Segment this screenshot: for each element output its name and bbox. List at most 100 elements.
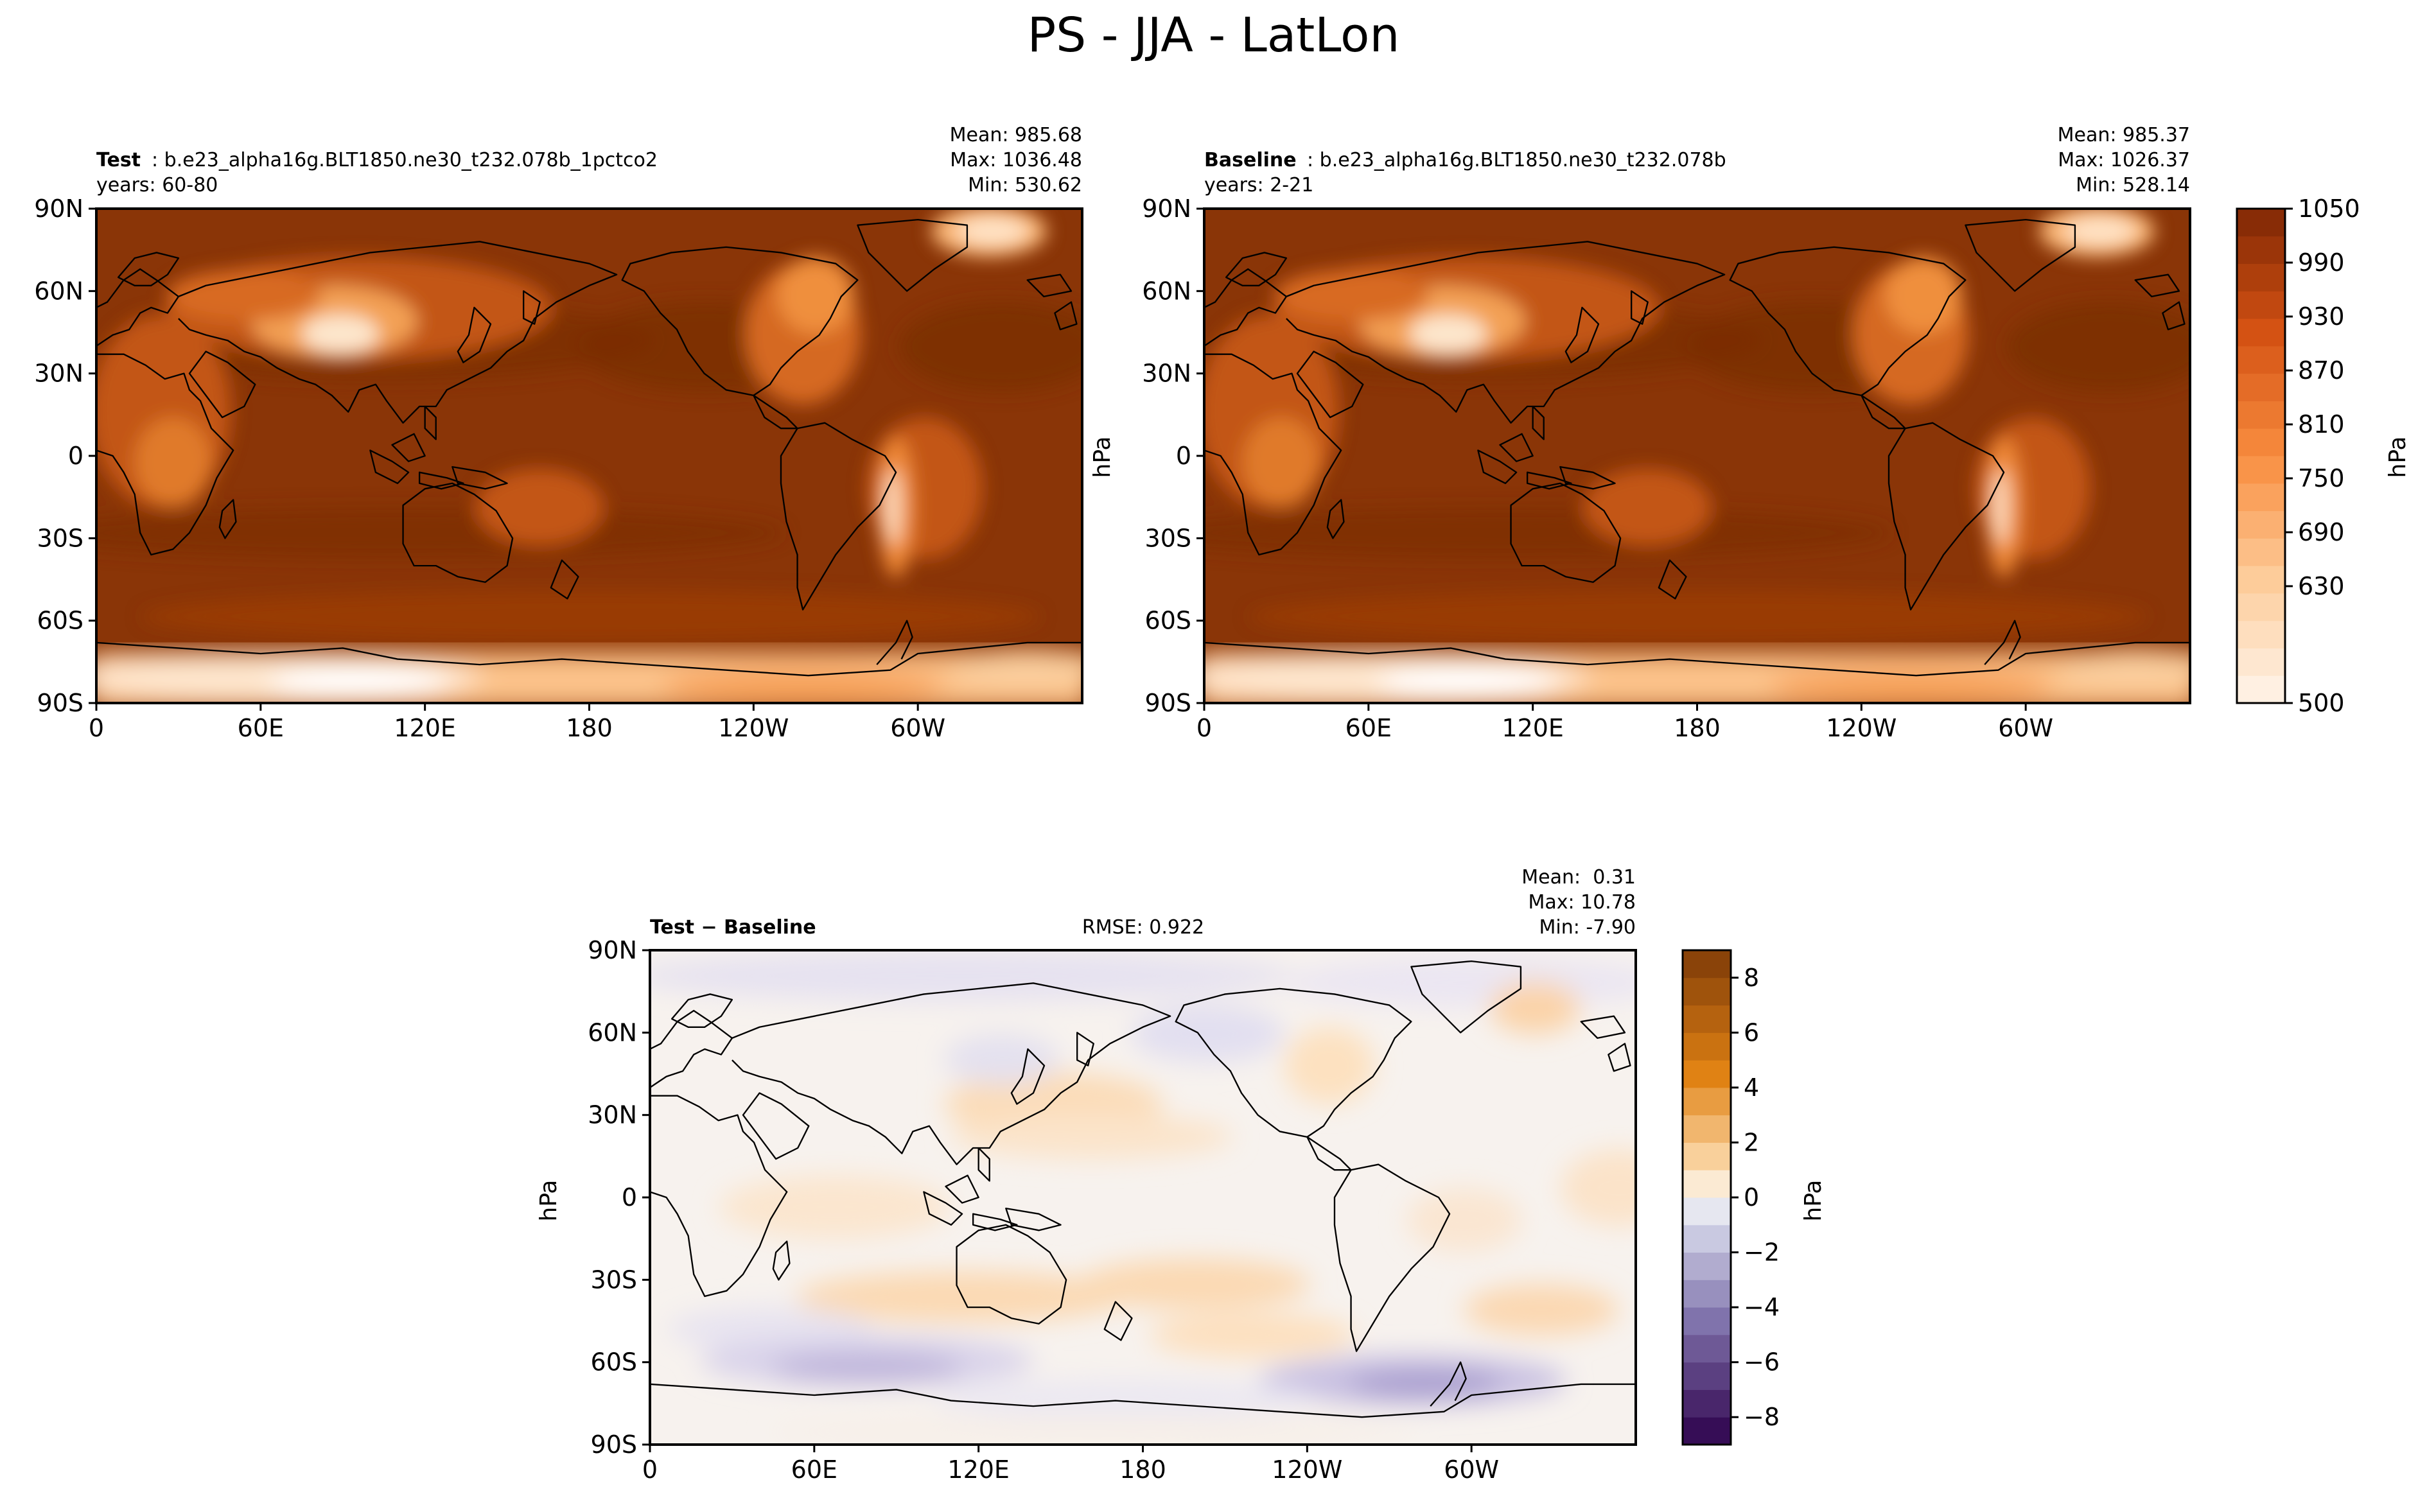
test-ytick-label: 90S xyxy=(37,689,83,717)
difference-rmse: RMSE: 0.922 xyxy=(1082,916,1204,939)
colorbar-difference-band xyxy=(1683,977,1731,1006)
colorbar-difference-band xyxy=(1683,1362,1731,1390)
colorbar-absolute-tick-label: 1050 xyxy=(2298,195,2360,223)
baseline-xtick-label: 0 xyxy=(1196,714,1212,742)
baseline-ytick-label: 0 xyxy=(1176,442,1191,470)
colorbar-absolute-band xyxy=(2237,209,2285,237)
colorbar-absolute-band xyxy=(2237,675,2285,704)
baseline-panel: 0 60E 120E 180 120W 60W 90N 60N 30N 0 30S 60S 90S Ba… xyxy=(1089,124,2191,742)
colorbar-difference-tick-label: −6 xyxy=(1744,1348,1780,1377)
difference-ytick-label: 60N xyxy=(588,1018,637,1047)
colorbar-difference-band xyxy=(1683,1307,1731,1335)
difference-ytick-label: 90N xyxy=(588,936,637,964)
baseline-ytick-label: 30S xyxy=(1145,524,1191,552)
colorbar-absolute-tick-label: 990 xyxy=(2298,248,2345,277)
baseline-ytick-label: 60N xyxy=(1142,277,1191,305)
test-xtick-label: 0 xyxy=(89,714,104,742)
colorbar-difference-tick-label: 2 xyxy=(1744,1128,1759,1156)
colorbar-difference-band xyxy=(1683,1060,1731,1088)
colorbar-difference-tick-label: −8 xyxy=(1744,1403,1780,1431)
test-stat-min: Min: 530.62 xyxy=(968,174,1082,196)
colorbar-difference-label: hPa xyxy=(1800,1180,1827,1222)
difference-name-label: Test − Baseline xyxy=(650,916,816,939)
colorbar-difference-band xyxy=(1683,1224,1731,1253)
colorbar-difference-band xyxy=(1683,1389,1731,1418)
difference-ylabel: hPa xyxy=(536,1180,562,1222)
baseline-antarctica-field xyxy=(1204,648,2190,703)
test-ytick-label: 60N xyxy=(34,277,83,305)
baseline-ylabel: hPa xyxy=(1089,437,1116,478)
colorbar-absolute: 1050 990 930 870 810 750 690 630 500 hPa xyxy=(2236,195,2411,717)
baseline-xtick-label: 120E xyxy=(1502,714,1564,742)
colorbar-difference-band xyxy=(1683,1334,1731,1363)
difference-ytick-label: 30S xyxy=(591,1265,637,1294)
test-ytick-label: 30S xyxy=(37,524,83,552)
colorbar-difference-band xyxy=(1683,950,1731,978)
baseline-ytick-label: 30N xyxy=(1142,360,1191,388)
baseline-stat-max: Max: 1026.37 xyxy=(2058,149,2190,171)
test-xtick-label: 120E xyxy=(394,714,456,742)
colorbar-difference-band xyxy=(1683,1142,1731,1170)
colorbar-difference-band xyxy=(1683,1170,1731,1198)
colorbar-absolute-band xyxy=(2237,456,2285,484)
test-stat-mean: Mean: 985.68 xyxy=(950,124,1082,146)
difference-ytick-label: 30N xyxy=(588,1101,637,1129)
difference-xtick-label: 60W xyxy=(1444,1456,1499,1484)
colorbar-difference-band xyxy=(1683,1087,1731,1116)
colorbar-difference-band xyxy=(1683,1115,1731,1143)
colorbar-absolute-band xyxy=(2237,538,2285,566)
colorbar-absolute-band xyxy=(2237,483,2285,512)
colorbar-difference-tick-label: −4 xyxy=(1744,1293,1780,1321)
baseline-xtick-label: 60E xyxy=(1345,714,1392,742)
colorbar-absolute-band xyxy=(2237,648,2285,676)
test-antarctica-field xyxy=(96,648,1082,703)
difference-stat-mean: Mean: 0.31 xyxy=(1521,866,1636,889)
difference-stat-min: Min: -7.90 xyxy=(1539,916,1636,939)
baseline-xtick-label: 180 xyxy=(1674,714,1721,742)
colorbar-difference-band xyxy=(1683,1005,1731,1033)
difference-xtick-label: 180 xyxy=(1119,1456,1166,1484)
test-xtick-label: 60W xyxy=(890,714,945,742)
colorbar-absolute-tick-label: 500 xyxy=(2298,689,2345,717)
colorbar-difference-tick-label: −2 xyxy=(1744,1238,1780,1267)
test-panel: 0 60E 120E 180 120W 60W 90N 60N 30N 0 30S 60S 90S Te… xyxy=(34,124,1083,742)
test-xtick-label: 60E xyxy=(238,714,284,742)
colorbar-absolute-tick-label: 930 xyxy=(2298,302,2345,331)
test-stat-max: Max: 1036.48 xyxy=(950,149,1082,171)
colorbar-difference-band xyxy=(1683,1417,1731,1445)
colorbar-absolute-tick-label: 750 xyxy=(2298,464,2345,492)
colorbar-absolute-band xyxy=(2237,620,2285,648)
colorbar-absolute-band xyxy=(2237,401,2285,429)
colorbar-difference-band xyxy=(1683,1280,1731,1308)
test-xtick-label: 180 xyxy=(566,714,613,742)
colorbar-difference-band xyxy=(1683,1252,1731,1280)
colorbar-difference-band xyxy=(1683,1032,1731,1061)
colorbar-difference-tick-label: 0 xyxy=(1744,1183,1759,1212)
colorbar-absolute-band xyxy=(2237,373,2285,401)
baseline-ytick-label: 90N xyxy=(1142,195,1191,223)
test-xtick-label: 120W xyxy=(718,714,789,742)
test-ytick-label: 0 xyxy=(68,442,83,470)
baseline-case-name: : b.e23_alpha16g.BLT1850.ne30_t232.078b xyxy=(1307,149,1726,171)
test-years: years: 60-80 xyxy=(96,174,218,196)
colorbar-absolute-band xyxy=(2237,428,2285,456)
difference-ytick-label: 60S xyxy=(591,1348,637,1377)
baseline-field-shading xyxy=(1204,209,2190,642)
colorbar-absolute-band xyxy=(2237,566,2285,594)
colorbar-absolute-band xyxy=(2237,236,2285,265)
test-field-shading xyxy=(96,209,1082,642)
test-ytick-label: 30N xyxy=(34,360,83,388)
baseline-name-label: Baseline xyxy=(1204,149,1297,171)
colorbar-absolute-band xyxy=(2237,263,2285,291)
colorbar-absolute-tick-label: 690 xyxy=(2298,518,2345,546)
baseline-years: years: 2-21 xyxy=(1204,174,1313,196)
difference-stat-max: Max: 10.78 xyxy=(1528,891,1636,914)
difference-field-shading xyxy=(650,950,1636,1445)
colorbar-absolute-band xyxy=(2237,510,2285,539)
colorbar-difference-band xyxy=(1683,1197,1731,1226)
test-name-label: Test xyxy=(96,149,141,171)
colorbar-absolute-label: hPa xyxy=(2385,437,2411,478)
test-case-name: : b.e23_alpha16g.BLT1850.ne30_t232.078b_… xyxy=(152,149,658,171)
colorbar-absolute-tick-label: 630 xyxy=(2298,572,2345,600)
figure-title: PS - JJA - LatLon xyxy=(1027,8,1400,63)
